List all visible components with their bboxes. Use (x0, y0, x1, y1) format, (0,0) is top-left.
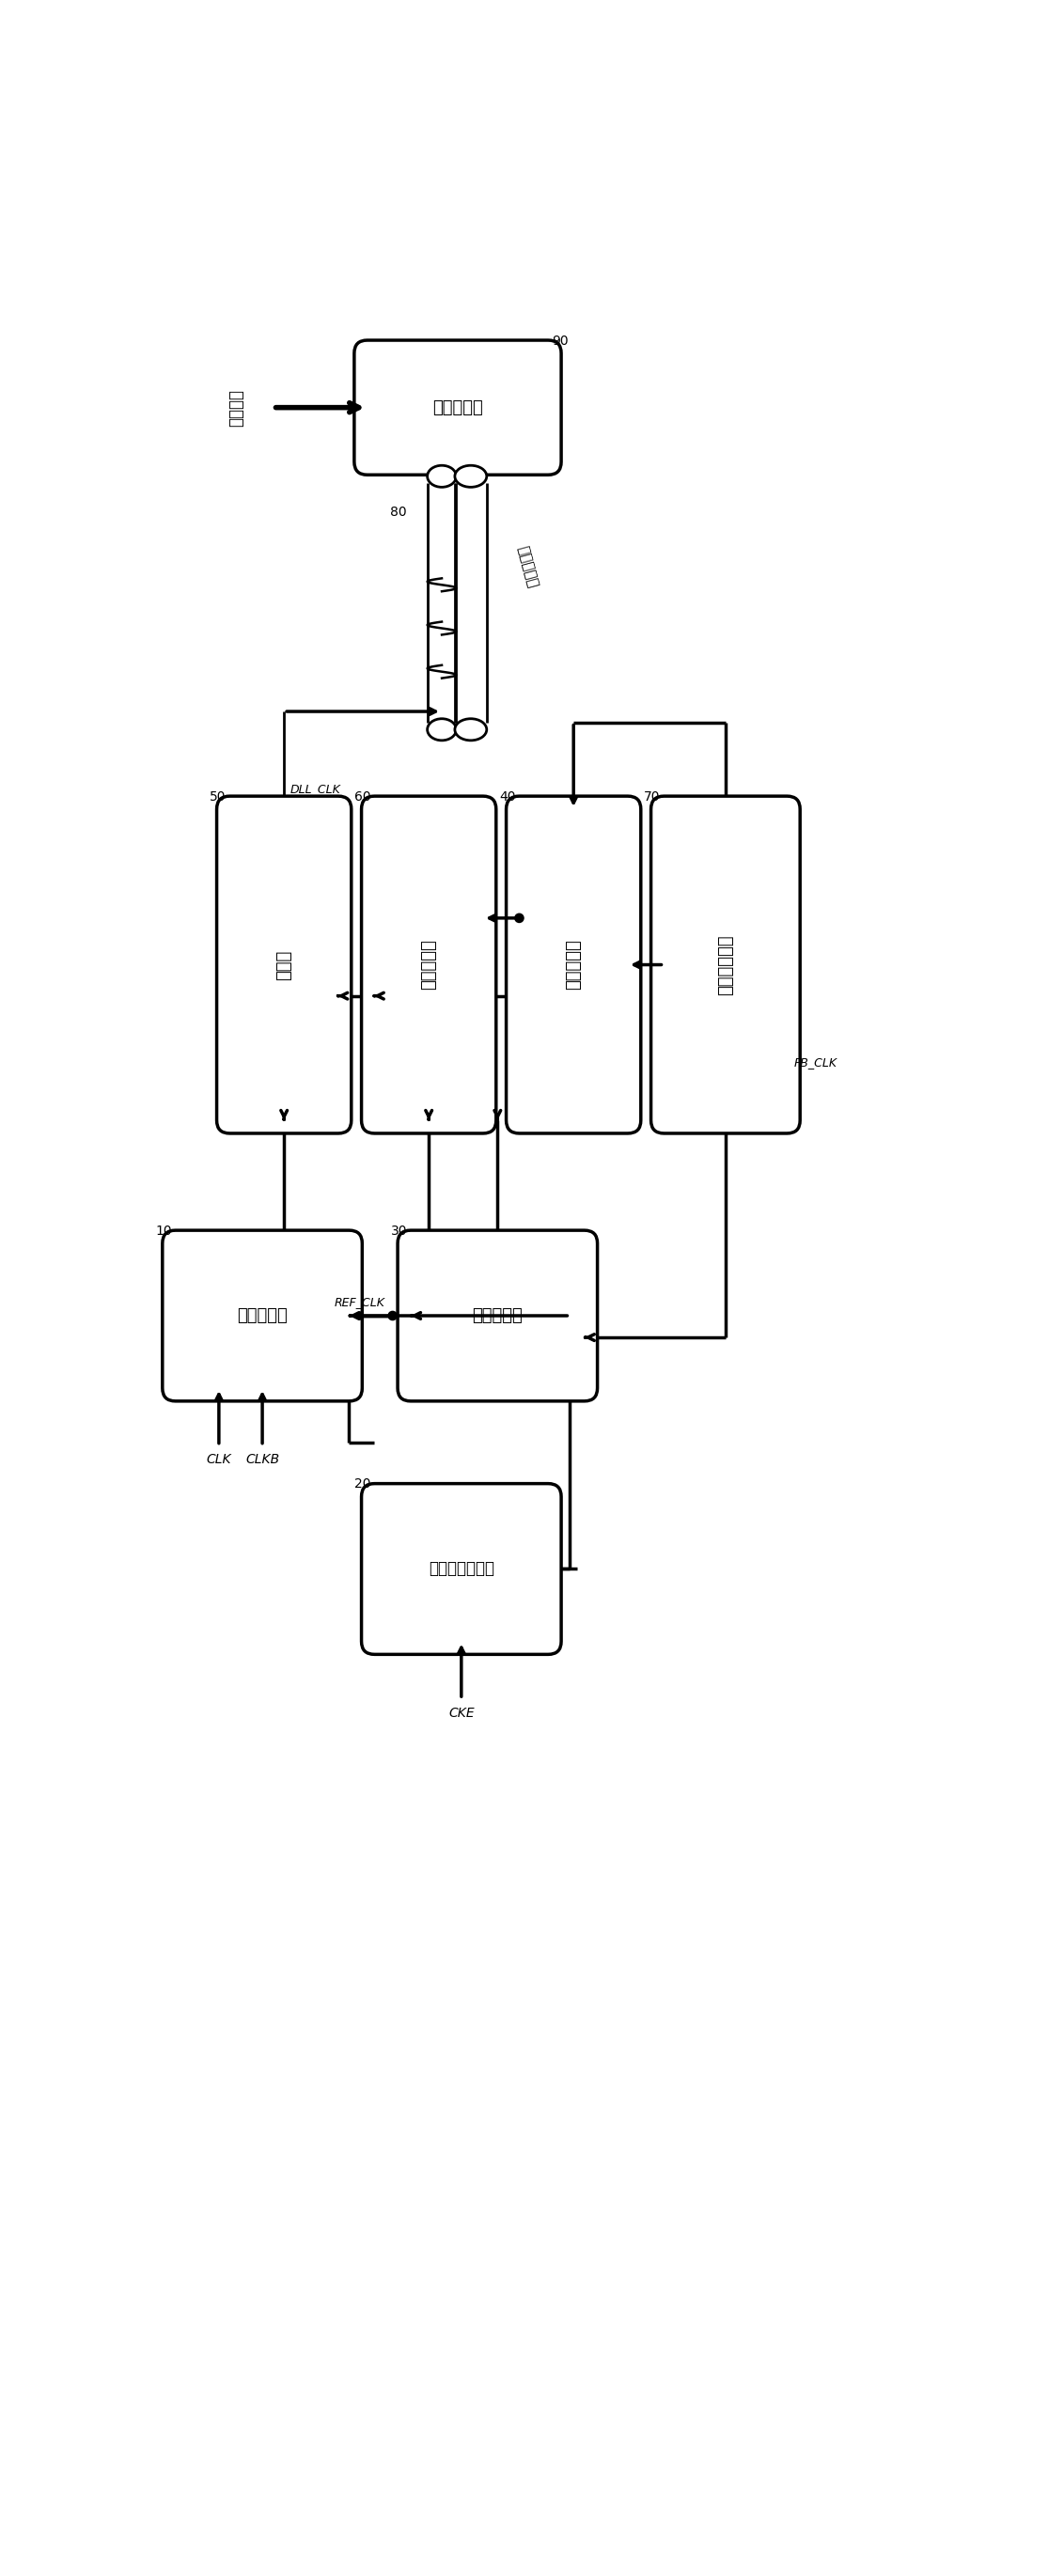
Text: 10: 10 (155, 1224, 172, 1236)
Text: 数据总线: 数据总线 (228, 389, 245, 428)
Text: FB_CLK: FB_CLK (794, 1056, 837, 1069)
Text: 40: 40 (499, 791, 516, 804)
Text: 70: 70 (644, 791, 661, 804)
Text: 输出缓冲器: 输出缓冲器 (432, 399, 483, 415)
FancyBboxPatch shape (217, 796, 351, 1133)
Text: 延迟复制模型: 延迟复制模型 (717, 935, 734, 994)
FancyBboxPatch shape (362, 1484, 561, 1654)
Circle shape (388, 1311, 397, 1319)
Text: 60: 60 (354, 791, 371, 804)
Text: CLKB: CLKB (246, 1453, 279, 1466)
Text: 省电模式控制器: 省电模式控制器 (429, 1561, 495, 1577)
FancyBboxPatch shape (398, 1231, 597, 1401)
Ellipse shape (454, 719, 486, 739)
Text: REF_CLK: REF_CLK (334, 1296, 385, 1309)
Text: 20: 20 (354, 1479, 371, 1492)
Text: 90: 90 (552, 335, 568, 348)
Text: 延迟线: 延迟线 (276, 951, 293, 979)
Text: 延迟控制器: 延迟控制器 (565, 940, 582, 989)
Text: 时钟信号线: 时钟信号线 (516, 544, 541, 590)
FancyBboxPatch shape (506, 796, 641, 1133)
Text: CLK: CLK (206, 1453, 231, 1466)
Ellipse shape (428, 719, 456, 739)
Text: 虚设延迟线: 虚设延迟线 (420, 940, 437, 989)
Text: 30: 30 (390, 1224, 408, 1236)
Text: 相位比较器: 相位比较器 (472, 1306, 522, 1324)
Ellipse shape (428, 466, 456, 487)
FancyBboxPatch shape (651, 796, 800, 1133)
Text: DLL_CLK: DLL_CLK (289, 783, 340, 793)
FancyBboxPatch shape (362, 796, 496, 1133)
Text: 80: 80 (390, 505, 408, 518)
Text: 时钟缓冲器: 时钟缓冲器 (237, 1306, 287, 1324)
Text: 50: 50 (210, 791, 227, 804)
Ellipse shape (454, 466, 486, 487)
FancyBboxPatch shape (354, 340, 561, 474)
Circle shape (515, 914, 523, 922)
FancyBboxPatch shape (163, 1231, 362, 1401)
Text: CKE: CKE (448, 1705, 475, 1721)
